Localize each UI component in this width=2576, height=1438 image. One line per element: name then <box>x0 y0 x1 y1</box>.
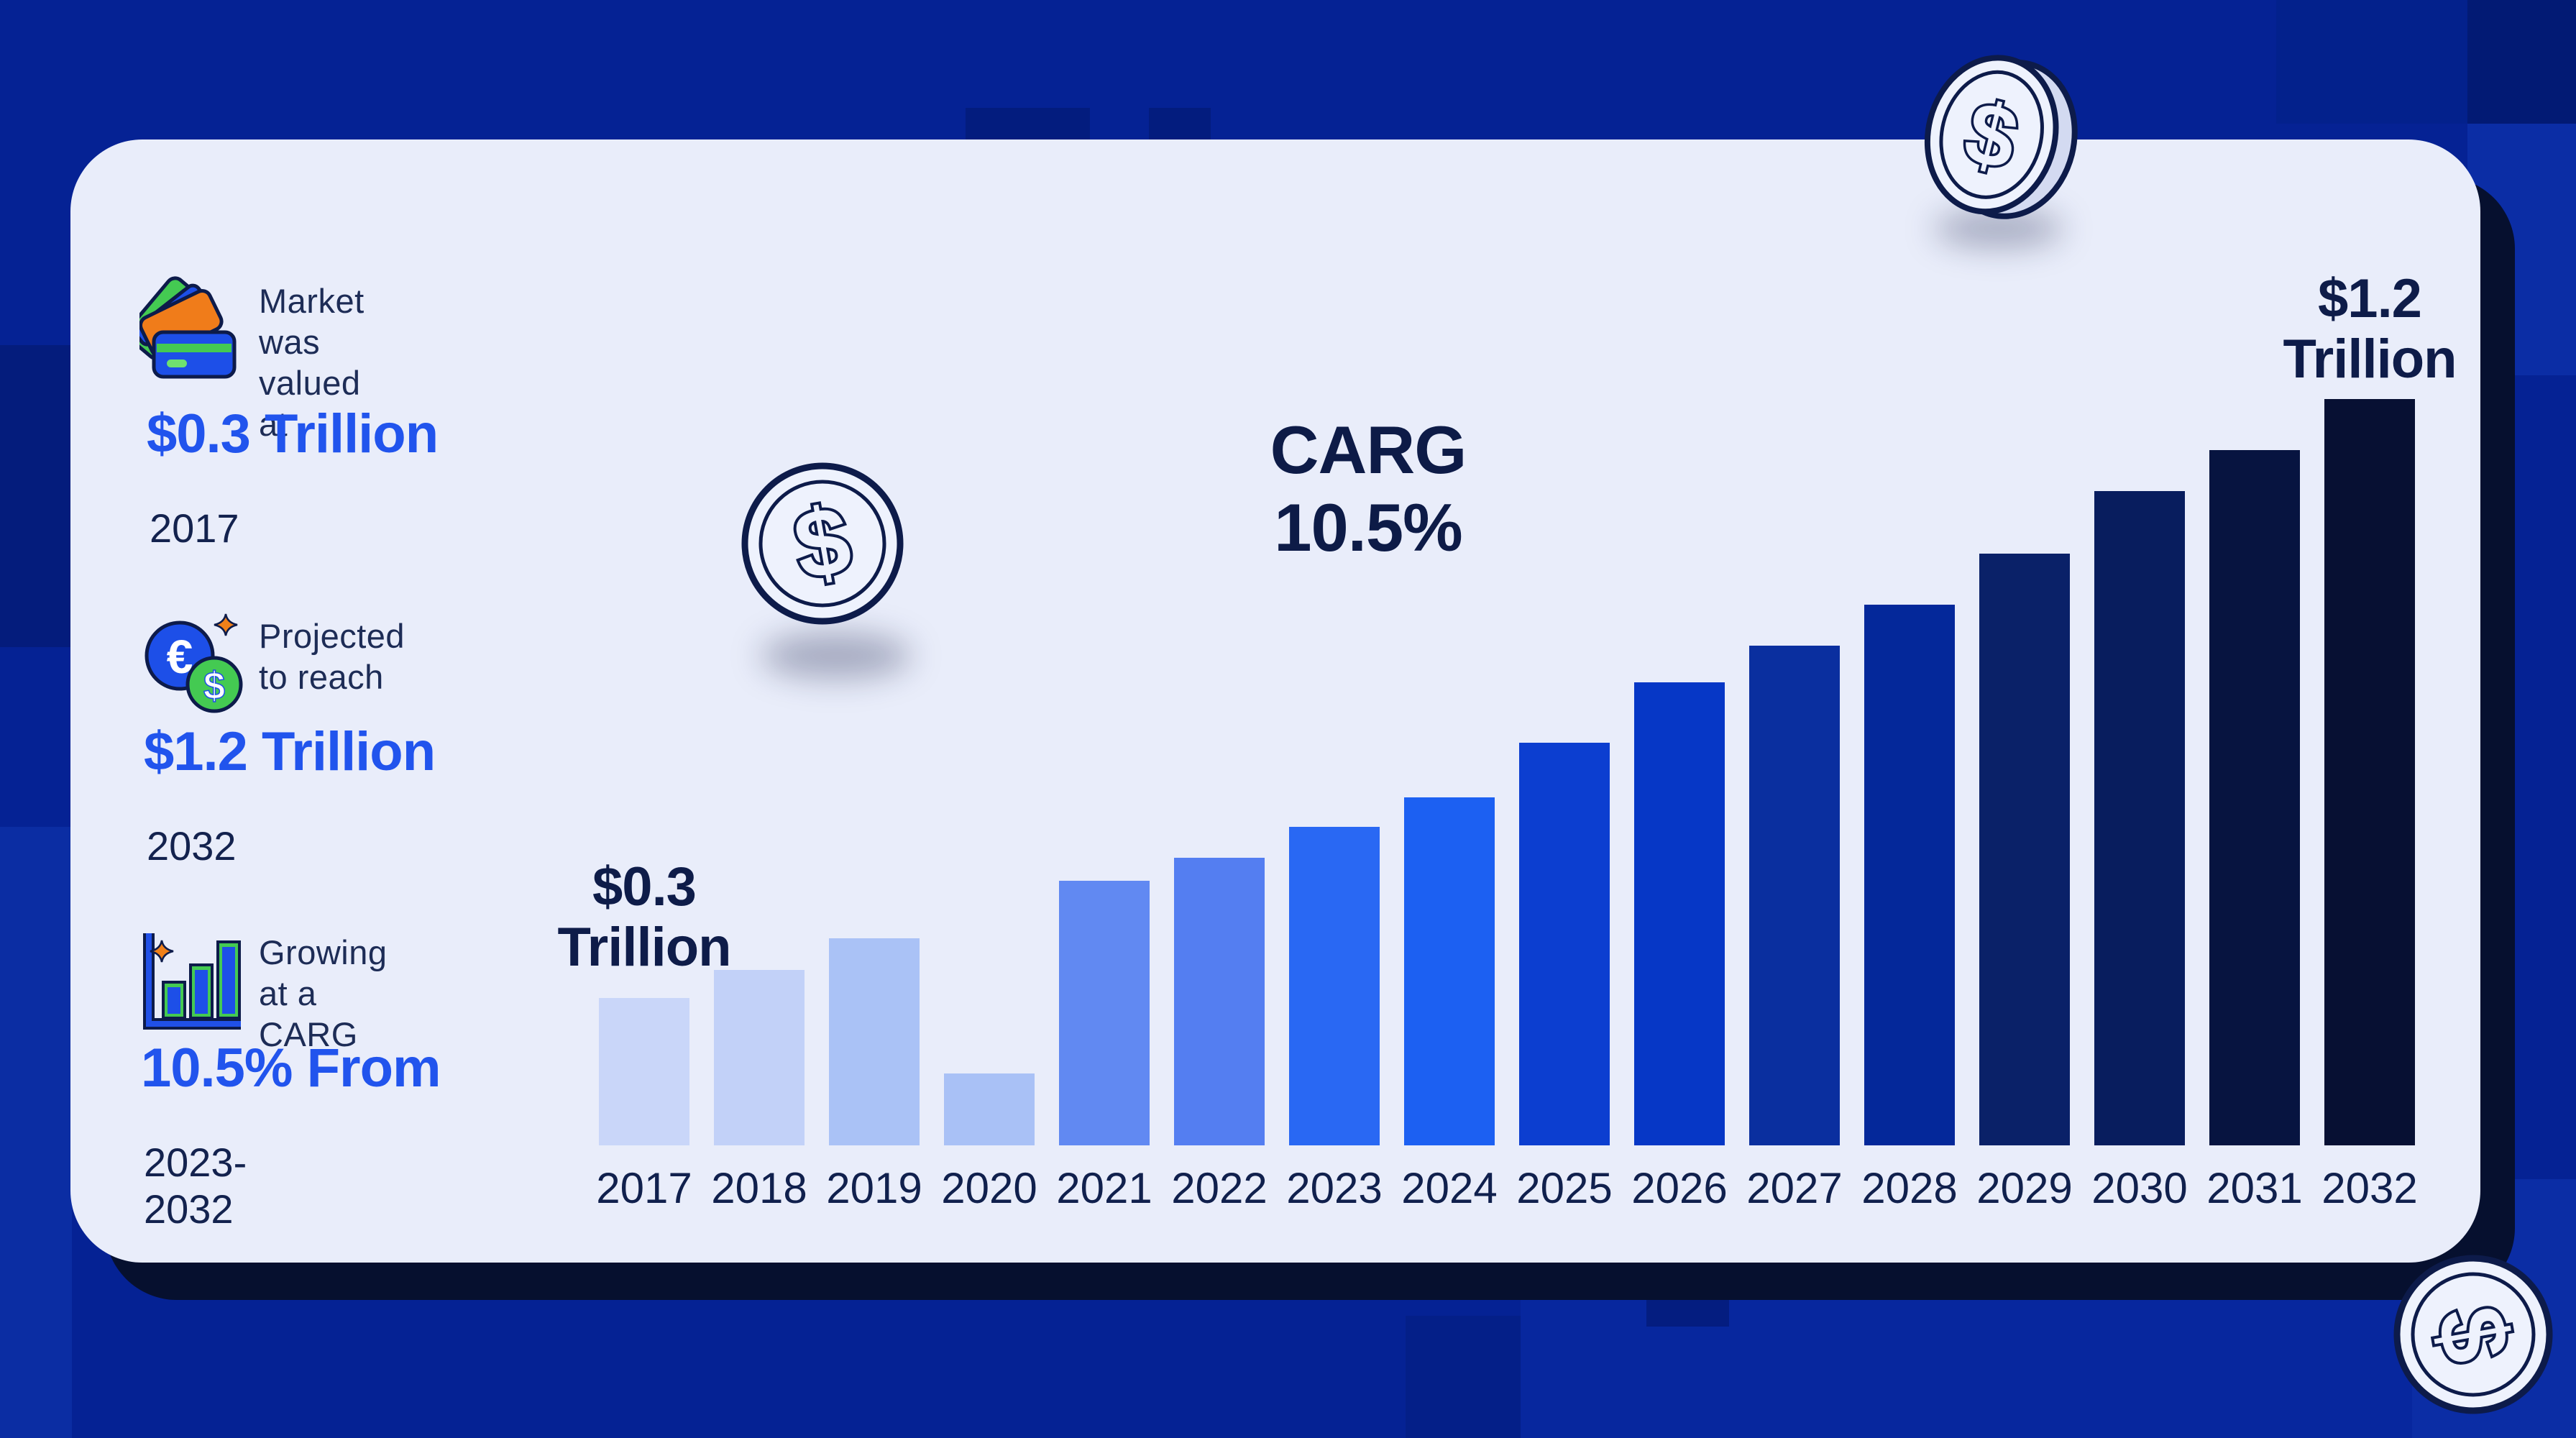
x-axis-label-2023: 2023 <box>1286 1164 1383 1212</box>
x-axis-label-2022: 2022 <box>1171 1164 1268 1212</box>
bar-2028 <box>1864 605 1955 1145</box>
coins-icon: € $ <box>138 608 249 723</box>
bar-2032 <box>2324 399 2415 1145</box>
stat-label: Projected to reach <box>259 617 405 696</box>
stat-label: Growing at a CARG <box>259 933 388 1053</box>
bar-2019 <box>829 938 920 1145</box>
chart-title: CARG 10.5% <box>1270 412 1467 565</box>
stat-year: 2032 <box>147 823 237 869</box>
annotation-start-value: $0.3 Trillion <box>557 856 731 978</box>
x-axis-label-2024: 2024 <box>1401 1164 1498 1212</box>
x-axis-label-2018: 2018 <box>711 1164 807 1212</box>
bar-2027 <box>1749 646 1840 1145</box>
bar-2018 <box>714 970 805 1145</box>
bar-2025 <box>1519 743 1610 1145</box>
stat-label: Market was valued at <box>259 282 365 443</box>
bar-2029 <box>1979 554 2070 1145</box>
bar-2021 <box>1059 881 1150 1145</box>
bar-2020 <box>944 1073 1035 1145</box>
bar-2030 <box>2094 491 2185 1145</box>
x-axis-label-2031: 2031 <box>2206 1164 2303 1212</box>
svg-text:$: $ <box>203 664 225 707</box>
dollar-coin-middle: $ <box>735 457 910 636</box>
x-axis-label-2032: 2032 <box>2321 1164 2418 1212</box>
x-axis-label-2021: 2021 <box>1056 1164 1152 1212</box>
dollar-coin-top: $ <box>1907 42 2086 234</box>
x-axis-label-2030: 2030 <box>2091 1164 2188 1212</box>
bg-block <box>0 345 72 647</box>
stat-year: 2023-2032 <box>144 1140 247 1232</box>
bar-2022 <box>1174 858 1265 1145</box>
coin-shadow <box>761 633 912 679</box>
x-axis-label-2027: 2027 <box>1746 1164 1843 1212</box>
bar-2017 <box>599 998 689 1145</box>
growth-bars-icon <box>132 925 250 1043</box>
infographic-card: Market was valued at $0.3 Trillion 2017 … <box>70 139 2480 1263</box>
bg-block <box>2276 0 2467 124</box>
stat-value: $0.3 Trillion <box>147 403 439 464</box>
annotation-end-value: $1.2 Trillion <box>2283 268 2457 390</box>
x-axis-label-2019: 2019 <box>826 1164 922 1212</box>
x-axis-label-2029: 2029 <box>1976 1164 2073 1212</box>
bar-2024 <box>1404 797 1495 1145</box>
dollar-coin-bottom-right: $ <box>2387 1250 2559 1426</box>
x-axis-label-2017: 2017 <box>596 1164 692 1212</box>
credit-cards-icon <box>126 275 247 386</box>
bg-block <box>1406 1316 1521 1438</box>
bg-block <box>2467 124 2576 375</box>
stat-value: $1.2 Trillion <box>144 721 436 782</box>
x-axis-label-2025: 2025 <box>1516 1164 1613 1212</box>
bar-2026 <box>1634 682 1725 1145</box>
bar-2031 <box>2209 450 2300 1145</box>
bg-block <box>0 827 72 1438</box>
bg-block <box>2467 0 2576 124</box>
x-axis-label-2026: 2026 <box>1631 1164 1728 1212</box>
stat-value: 10.5% From <box>141 1038 441 1099</box>
bg-block <box>1646 1291 1729 1327</box>
stat-year: 2017 <box>150 505 239 551</box>
bar-2023 <box>1289 827 1380 1145</box>
x-axis-label-2028: 2028 <box>1861 1164 1958 1212</box>
x-axis-label-2020: 2020 <box>941 1164 1037 1212</box>
